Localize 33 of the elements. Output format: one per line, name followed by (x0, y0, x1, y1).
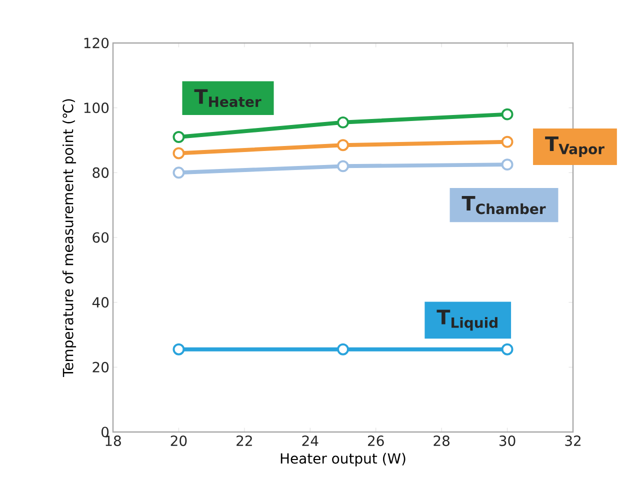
y-tick-label: 60 (92, 232, 109, 243)
point (501, 108, 514, 120)
x-axis-title: Heater output (W) (280, 452, 406, 466)
y-tick-label: 0 (102, 426, 109, 438)
point (501, 343, 514, 356)
y-tick-label: 20 (92, 362, 109, 372)
y-axis-title: Temperature of measurement point (℃) (62, 99, 76, 378)
point (337, 139, 349, 152)
y-tick-label: 40 (92, 297, 109, 308)
x-tick-label: 20 (170, 436, 187, 446)
point (172, 131, 185, 143)
y-tick-label: 120 (84, 38, 109, 48)
point (172, 166, 185, 179)
series-label: T$_{Vapor}$ (545, 136, 604, 157)
x-tick-label: 22 (236, 436, 252, 446)
y-tick-label: 100 (84, 102, 109, 114)
x-tick-label: 24 (302, 436, 318, 446)
series-label: T$_{Chamber}$ (462, 196, 546, 214)
point (337, 160, 349, 172)
point (172, 343, 185, 356)
point (501, 136, 514, 148)
point (501, 158, 514, 171)
series-label: T$_{Heater}$ (194, 89, 262, 108)
x-tick-label: 28 (434, 436, 450, 446)
point (337, 343, 349, 356)
point (172, 147, 185, 160)
x-tick-label: 26 (368, 436, 384, 446)
y-tick-label: 80 (92, 167, 109, 178)
point (337, 116, 349, 128)
x-tick-label: 32 (565, 436, 580, 446)
x-tick-label: 30 (499, 436, 516, 446)
x-tick-label: 18 (106, 436, 121, 446)
series-label: T$_{Liquid}$ (436, 310, 498, 331)
